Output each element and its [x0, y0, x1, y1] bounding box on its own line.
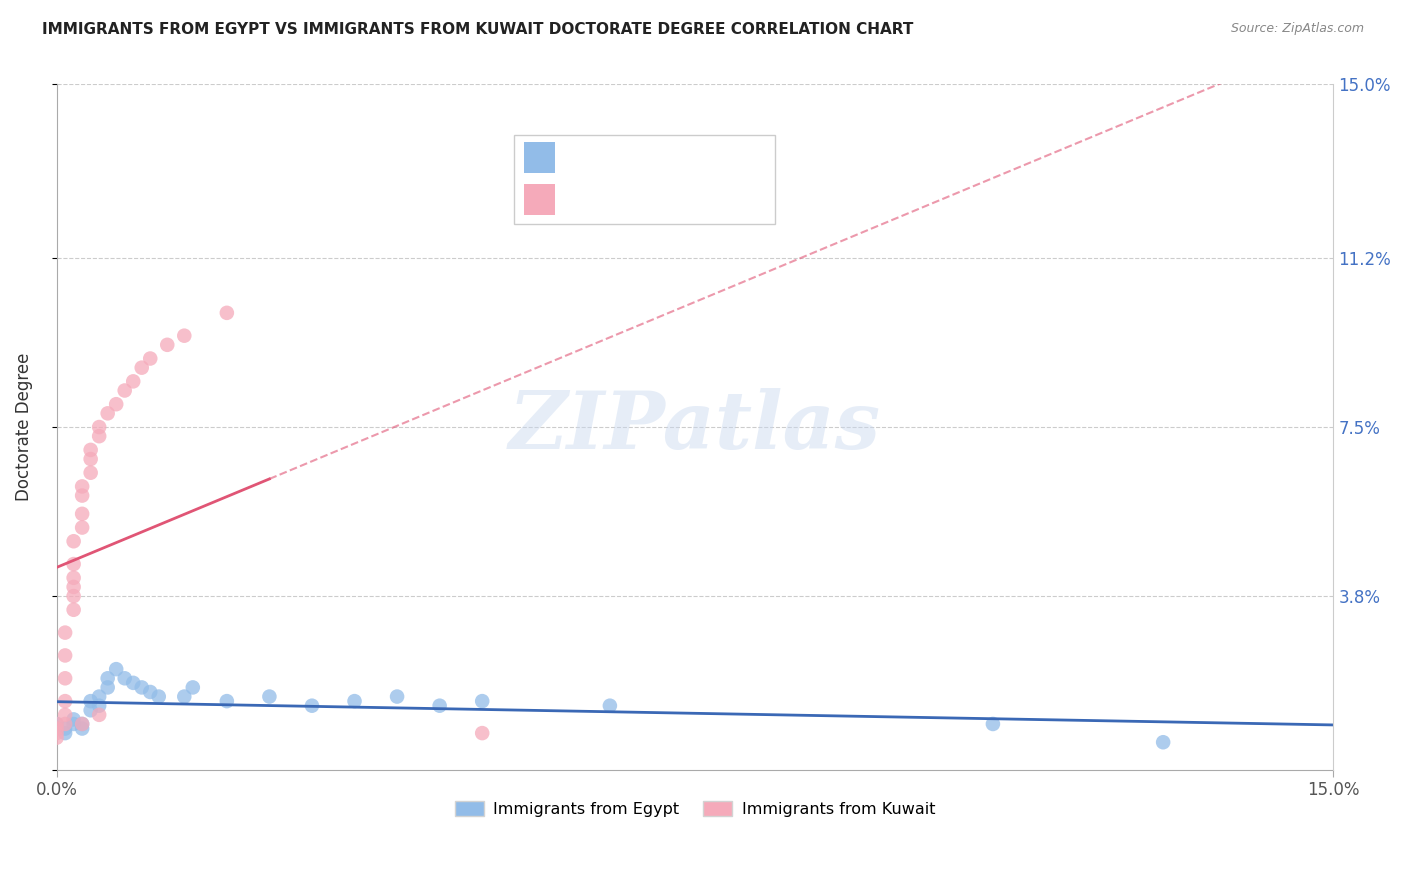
- Point: [89, 420, 111, 434]
- Point: [181, 681, 204, 695]
- Point: [471, 726, 494, 740]
- Point: [53, 707, 76, 722]
- Point: [62, 580, 84, 594]
- Point: [62, 534, 84, 549]
- Point: [62, 603, 84, 617]
- Point: [79, 466, 101, 480]
- Point: [599, 698, 621, 713]
- Point: [70, 717, 93, 731]
- Point: [53, 648, 76, 663]
- Point: [70, 717, 93, 731]
- Point: [53, 694, 76, 708]
- Point: [62, 717, 84, 731]
- Point: [45, 722, 67, 736]
- Point: [70, 479, 93, 493]
- Point: [156, 338, 179, 352]
- Point: [114, 671, 136, 685]
- Point: [89, 429, 111, 443]
- Point: [343, 694, 366, 708]
- Point: [62, 571, 84, 585]
- Text: IMMIGRANTS FROM EGYPT VS IMMIGRANTS FROM KUWAIT DOCTORATE DEGREE CORRELATION CHA: IMMIGRANTS FROM EGYPT VS IMMIGRANTS FROM…: [42, 22, 914, 37]
- Text: ZIPatlas: ZIPatlas: [509, 388, 882, 466]
- Point: [215, 694, 238, 708]
- Point: [79, 694, 101, 708]
- Point: [148, 690, 170, 704]
- Point: [70, 507, 93, 521]
- Point: [131, 681, 153, 695]
- Point: [45, 726, 67, 740]
- Point: [45, 717, 67, 731]
- Point: [122, 375, 145, 389]
- Point: [89, 690, 111, 704]
- Point: [45, 731, 67, 745]
- Point: [79, 703, 101, 717]
- Point: [981, 717, 1004, 731]
- FancyBboxPatch shape: [524, 142, 555, 173]
- Point: [301, 698, 323, 713]
- FancyBboxPatch shape: [513, 135, 775, 224]
- Point: [114, 384, 136, 398]
- Point: [122, 676, 145, 690]
- Text: R = -0.378   N = 32: R = -0.378 N = 32: [565, 150, 714, 164]
- Point: [53, 722, 76, 736]
- Point: [79, 442, 101, 457]
- Point: [53, 671, 76, 685]
- Y-axis label: Doctorate Degree: Doctorate Degree: [15, 353, 32, 501]
- Point: [1152, 735, 1174, 749]
- Point: [139, 685, 162, 699]
- Point: [173, 690, 195, 704]
- Legend: Immigrants from Egypt, Immigrants from Kuwait: Immigrants from Egypt, Immigrants from K…: [449, 795, 942, 823]
- Point: [471, 694, 494, 708]
- Point: [89, 698, 111, 713]
- Point: [105, 397, 128, 411]
- Point: [97, 681, 120, 695]
- Point: [79, 452, 101, 467]
- Point: [385, 690, 408, 704]
- Point: [89, 707, 111, 722]
- Point: [97, 406, 120, 420]
- Point: [45, 717, 67, 731]
- Point: [70, 489, 93, 503]
- Point: [139, 351, 162, 366]
- Point: [53, 717, 76, 731]
- Point: [105, 662, 128, 676]
- Point: [62, 589, 84, 603]
- Point: [62, 713, 84, 727]
- FancyBboxPatch shape: [524, 184, 555, 215]
- Point: [173, 328, 195, 343]
- Point: [131, 360, 153, 375]
- Point: [53, 625, 76, 640]
- Point: [429, 698, 451, 713]
- Point: [70, 722, 93, 736]
- Point: [62, 557, 84, 571]
- Point: [53, 726, 76, 740]
- Text: R =  0.572   N = 37: R = 0.572 N = 37: [565, 192, 714, 205]
- Text: Source: ZipAtlas.com: Source: ZipAtlas.com: [1230, 22, 1364, 36]
- Point: [70, 520, 93, 534]
- Point: [259, 690, 281, 704]
- Point: [97, 671, 120, 685]
- Point: [45, 722, 67, 736]
- Point: [215, 306, 238, 320]
